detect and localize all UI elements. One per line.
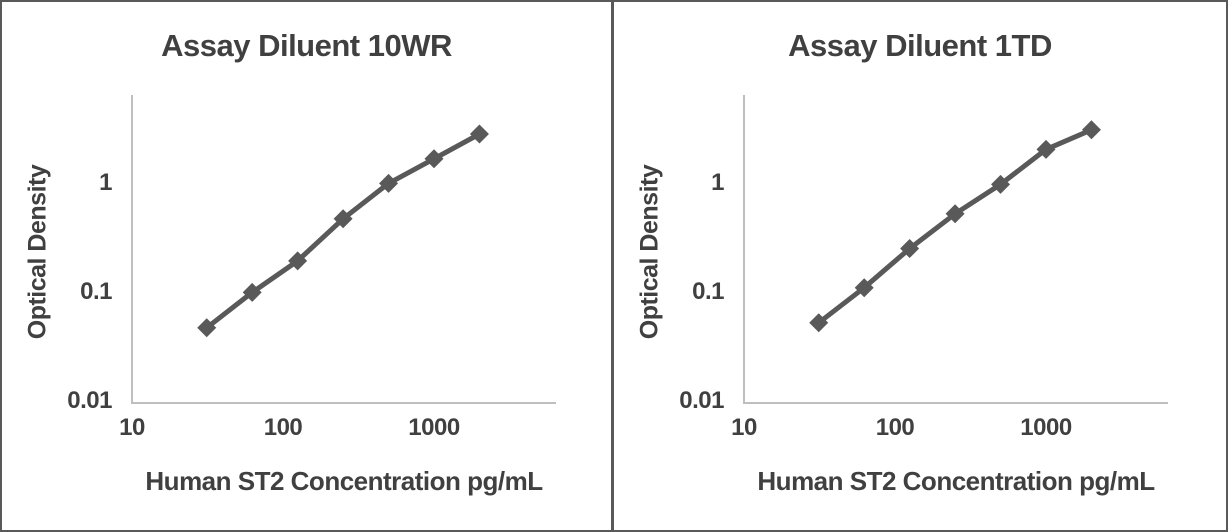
x-tick-label: 100	[264, 414, 303, 441]
y-tick-label: 0.1	[80, 278, 112, 305]
data-point-marker	[854, 278, 874, 298]
data-point-marker	[197, 318, 217, 338]
plot-area: 1 0.1 0.01 10 100 1000	[67, 95, 556, 441]
x-tick-label: 1000	[1020, 414, 1072, 441]
data-point-marker	[945, 204, 965, 224]
data-point-marker	[900, 239, 920, 259]
x-axis-title: Human ST2 Concentration pg/mL	[757, 466, 1155, 496]
plot-area: 1 0.1 0.01 10 100 1000	[679, 95, 1168, 441]
axis-lines	[131, 95, 556, 404]
x-tick-label: 1000	[408, 414, 460, 441]
y-tick-label: 1	[711, 169, 724, 196]
data-point-marker	[379, 173, 399, 193]
chart-panel-assay-diluent-1td: Assay Diluent 1TD Optical Density 1 0.1 0.…	[614, 2, 1226, 530]
x-axis-title: Human ST2 Concentration pg/mL	[145, 466, 543, 496]
data-point-marker	[469, 124, 489, 144]
chart-title: Assay Diluent 10WR	[161, 28, 452, 63]
data-point-marker	[1036, 139, 1056, 159]
data-point-marker	[333, 209, 353, 229]
data-point-marker	[991, 174, 1011, 194]
data-point-marker	[242, 282, 262, 302]
x-tick-label: 10	[731, 414, 757, 441]
axis-lines	[743, 95, 1168, 404]
x-tick-label: 10	[119, 414, 145, 441]
data-point-marker	[288, 251, 308, 271]
y-tick-label: 0.1	[692, 278, 724, 305]
y-tick-label: 0.01	[67, 387, 112, 414]
data-point-marker	[424, 149, 444, 169]
x-tick-label: 100	[876, 414, 915, 441]
data-point-marker	[1081, 120, 1101, 140]
y-tick-label: 0.01	[679, 387, 724, 414]
chart-title: Assay Diluent 1TD	[788, 28, 1052, 63]
series-line	[816, 127, 1094, 326]
chart-panel-assay-diluent-10wr: Assay Diluent 10WR Optical Density 1 0.1 0…	[2, 2, 614, 530]
data-point-marker	[809, 313, 829, 333]
y-tick-label: 1	[99, 169, 112, 196]
